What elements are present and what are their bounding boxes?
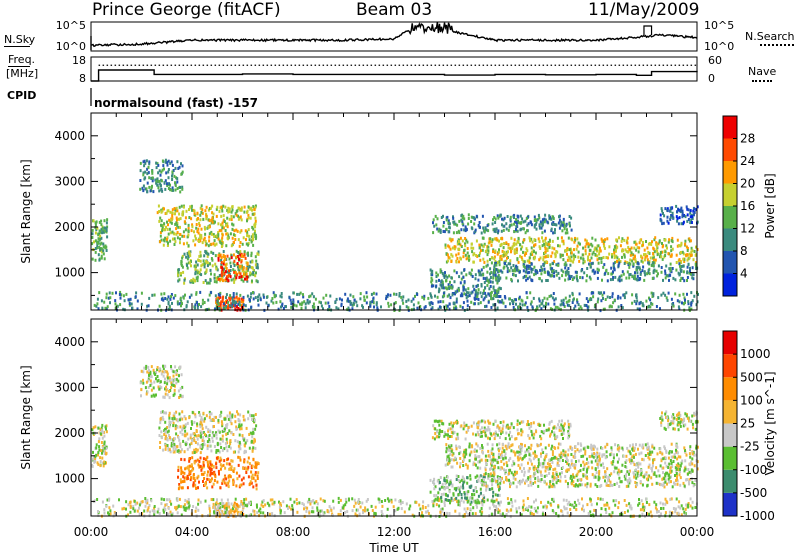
velocity-ytick-label: 2000 bbox=[54, 426, 85, 440]
velocity-colorbar-segment bbox=[723, 354, 737, 378]
nsearch-step bbox=[643, 25, 653, 35]
noise-left-tick: 10^5 bbox=[56, 19, 86, 32]
velocity-colorbar-segment bbox=[723, 400, 737, 424]
noise-right-tick: 10^0 bbox=[704, 40, 734, 53]
time-tick-label: 00:00 bbox=[680, 525, 715, 539]
freq-key bbox=[8, 66, 30, 67]
velocity-colorbar-tick-label: 1000 bbox=[740, 347, 771, 361]
velocity-colorbar-tick-label: -1000 bbox=[740, 509, 775, 523]
power-colorbar-segment bbox=[723, 251, 737, 274]
velocity-colorbar-tick-label: 100 bbox=[740, 393, 763, 407]
nave-key bbox=[752, 80, 772, 82]
velocity-scatter bbox=[91, 364, 699, 519]
noise-left-tick: 10^0 bbox=[56, 40, 86, 53]
power-scatter bbox=[91, 158, 699, 313]
time-tick-label: 00:00 bbox=[74, 525, 109, 539]
time-axis-label: Time UT bbox=[368, 541, 419, 554]
velocity-colorbar-tick-label: 25 bbox=[740, 417, 755, 431]
noise-panel-frame bbox=[90, 21, 698, 52]
velocity-ytick-label: 3000 bbox=[54, 380, 85, 394]
noise-right-tick: 10^5 bbox=[704, 19, 734, 32]
velocity-colorbar-segment bbox=[723, 446, 737, 470]
time-tick-label: 20:00 bbox=[579, 525, 614, 539]
velocity-colorbar-segment bbox=[723, 423, 737, 447]
power-colorbar-tick-label: 24 bbox=[740, 154, 755, 168]
beam-title: Beam 03 bbox=[356, 0, 433, 20]
time-tick-label: 16:00 bbox=[478, 525, 513, 539]
freq-label: Freq. bbox=[8, 53, 36, 66]
nave-right-tick: 0 bbox=[708, 72, 715, 85]
power-colorbar-tick-label: 4 bbox=[740, 267, 748, 281]
date-title: 11/May/2009 bbox=[588, 0, 700, 20]
power-colorbar-segment bbox=[723, 138, 737, 161]
velocity-colorbar-segment bbox=[723, 469, 737, 493]
power-ytick-label: 3000 bbox=[54, 174, 85, 188]
power-colorbar-tick-label: 20 bbox=[740, 177, 755, 191]
nave-right-tick: 60 bbox=[708, 54, 722, 67]
nsearch-key bbox=[760, 44, 794, 46]
velocity-colorbar-tick-label: 500 bbox=[740, 370, 763, 384]
velocity-colorbar-tick-label: -25 bbox=[740, 440, 760, 454]
freq-left-tick: 18 bbox=[72, 54, 86, 67]
power-colorbar-segment bbox=[723, 161, 737, 184]
cpid-label: CPID bbox=[7, 89, 37, 102]
cpid-value: normalsound (fast) -157 bbox=[94, 96, 259, 110]
velocity-colorbar-tick-label: -500 bbox=[740, 486, 767, 500]
power-colorbar-segment bbox=[723, 116, 737, 139]
power-ytick-label: 2000 bbox=[54, 220, 85, 234]
velocity-colorbar-segment bbox=[723, 331, 737, 355]
power-colorbar-tick-label: 8 bbox=[740, 244, 748, 258]
time-tick-label: 12:00 bbox=[377, 525, 412, 539]
freq-left-tick: 8 bbox=[79, 72, 86, 85]
velocity-ytick-label: 1000 bbox=[54, 472, 85, 486]
power-colorbar-tick-label: 12 bbox=[740, 222, 755, 236]
velocity-colorbar-segment bbox=[723, 377, 737, 401]
time-tick-label: 08:00 bbox=[276, 525, 311, 539]
power-colorbar-segment bbox=[723, 206, 737, 229]
power-ytick-label: 1000 bbox=[54, 266, 85, 280]
power-colorbar-segment bbox=[723, 228, 737, 251]
nsearch-label: N.Search bbox=[745, 30, 795, 43]
power-colorbar-segment bbox=[723, 183, 737, 206]
nave-label: Nave bbox=[748, 65, 777, 78]
freq-unit: [MHz] bbox=[6, 67, 39, 80]
nsky-label: N.Sky bbox=[4, 33, 36, 47]
velocity-ylabel: Slant Range [km] bbox=[19, 365, 33, 469]
nsky-series-line bbox=[91, 21, 698, 48]
time-tick-label: 04:00 bbox=[175, 525, 210, 539]
freq-series-line bbox=[91, 69, 698, 82]
freq-panel-frame bbox=[90, 56, 698, 82]
velocity-colorbar-tick-label: -100 bbox=[740, 463, 767, 477]
velocity-colorbar-segment bbox=[723, 492, 737, 516]
power-colorbar-tick-label: 16 bbox=[740, 199, 755, 213]
station-title: Prince George (fitACF) bbox=[92, 0, 281, 20]
velocity-colorbar-label: Velocity [m s^-1] bbox=[763, 371, 777, 475]
power-colorbar-label: Power [dB] bbox=[763, 173, 777, 238]
power-ylabel: Slant Range [km] bbox=[19, 159, 33, 263]
power-ytick-label: 4000 bbox=[54, 129, 85, 143]
power-colorbar-tick-label: 28 bbox=[740, 132, 755, 146]
velocity-ytick-label: 4000 bbox=[54, 335, 85, 349]
power-colorbar-segment bbox=[723, 273, 737, 296]
